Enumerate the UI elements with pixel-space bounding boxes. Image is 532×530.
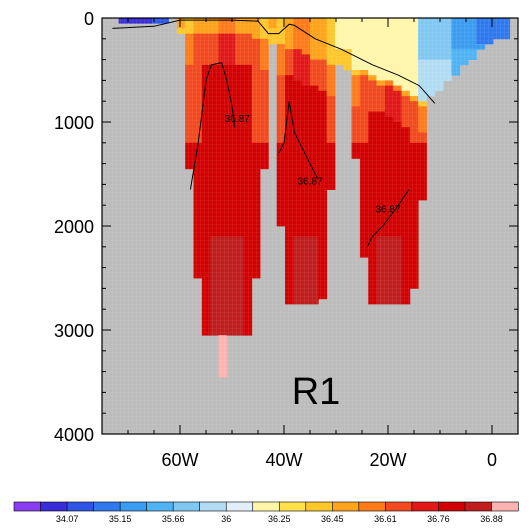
colorbar-label: 34.07 (56, 514, 79, 524)
colorbar-label: 36.61 (374, 514, 397, 524)
y-tick-label: 1000 (54, 113, 94, 133)
colorbar-label: 36.88 (480, 514, 503, 524)
colorbar-label: 36 (221, 514, 231, 524)
colorbar-swatch (491, 501, 519, 512)
contour-label: 36.87 (297, 176, 322, 187)
y-tick-label: 0 (84, 9, 94, 29)
colorbar-swatch (385, 501, 413, 512)
colorbar-swatch (93, 501, 121, 512)
axes: 0 1000 2000 3000 4000 60W 40W 20W 0 (54, 9, 519, 470)
colorbar-swatch (66, 501, 95, 512)
colorbar-swatch (278, 501, 307, 512)
contour-lines: 36.87 36.87 36.87 (112, 19, 436, 248)
contour-label: 36.87 (225, 114, 250, 125)
colorbar-swatch (225, 501, 254, 512)
x-tick-label: 0 (487, 450, 497, 470)
y-tick-label: 2000 (54, 217, 94, 237)
colorbar-swatch (438, 501, 466, 512)
colorbar-swatch (305, 501, 333, 512)
colorbar-label: 35.66 (162, 514, 185, 524)
colorbar-label: 35.15 (109, 514, 132, 524)
colorbar-swatch (40, 501, 68, 512)
x-tick-label: 60W (161, 450, 198, 470)
x-tick-label: 20W (369, 450, 406, 470)
colorbar: 34.07 35.15 35.66 36 36.25 36.45 36.61 36.76 36.… (13, 501, 519, 524)
colorbar-label: 36.25 (268, 514, 291, 524)
contour-line (366, 189, 410, 248)
colorbar-swatch (358, 501, 386, 512)
contour-line (189, 62, 236, 190)
colorbar-swatch (199, 501, 227, 512)
colorbar-swatch (13, 501, 42, 512)
cell-grid-overlay (102, 18, 518, 434)
colorbar-label: 36.76 (427, 514, 450, 524)
contour-line (112, 19, 436, 104)
colorbar-swatch (146, 501, 174, 512)
colorbar-swatch (332, 501, 360, 512)
colorbar-swatch (252, 501, 280, 512)
colorbar-swatch (119, 501, 148, 512)
colorbar-swatch (172, 501, 201, 512)
panel-label: R1 (292, 371, 341, 413)
colorbar-swatch (464, 501, 493, 512)
y-tick-label: 3000 (54, 321, 94, 341)
contour-line (278, 101, 319, 180)
contour-label: 36.87 (375, 205, 400, 216)
x-tick-label: 40W (265, 450, 302, 470)
y-tick-label: 4000 (54, 425, 94, 445)
colorbar-label: 36.45 (321, 514, 344, 524)
colorbar-swatch (411, 501, 440, 512)
